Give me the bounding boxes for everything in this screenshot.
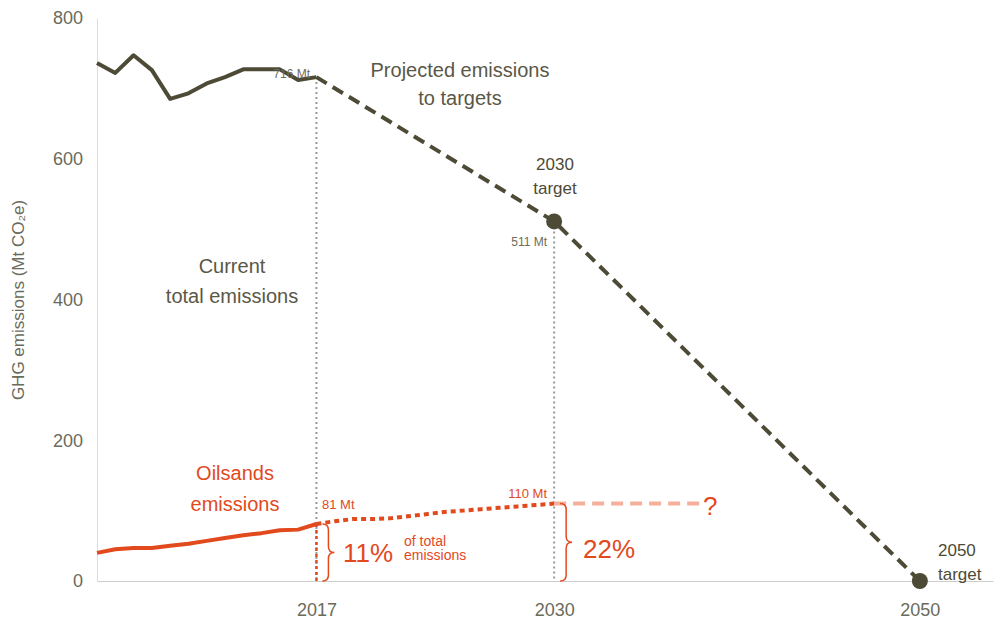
y-tick-label: 600 [53, 149, 83, 169]
x-axis-line [98, 581, 994, 582]
drop-line [553, 221, 555, 581]
brace [322, 524, 334, 581]
line-series [316, 77, 919, 581]
line-series [97, 55, 316, 99]
annotation: 22% [583, 534, 635, 564]
x-tick-label: 2050 [900, 600, 940, 620]
annotation: 2030 [536, 155, 574, 174]
target-marker [912, 573, 928, 589]
x-tick-label: 2017 [297, 600, 337, 620]
x-tick: 2030 [535, 581, 575, 620]
y-tick-label: 0 [73, 571, 83, 591]
annotation: target [533, 179, 577, 198]
annotation: Oilsands [196, 462, 274, 484]
y-axis-title: GHG emissions (Mt CO₂e) [9, 200, 28, 400]
x-tick-label: 2030 [535, 600, 575, 620]
annotation: Current [199, 255, 266, 277]
annotation: target [938, 565, 982, 584]
drop-line [315, 524, 318, 581]
plot-area [97, 55, 928, 589]
annotation: 2050 [938, 541, 976, 560]
y-tick: 800 [53, 8, 97, 28]
y-tick: 0 [73, 571, 97, 591]
annotation: total emissions [166, 285, 298, 307]
x-tick: 2017 [297, 581, 337, 620]
brace [560, 504, 572, 581]
drop-line [315, 77, 317, 581]
annotation: Projected emissions [371, 59, 550, 81]
y-axis: 0 200 400 600 800 [53, 8, 98, 591]
annotation: 110 Mt [508, 486, 547, 501]
annotation: emissions [404, 547, 466, 563]
y-tick: 400 [53, 290, 97, 310]
line-series [97, 524, 316, 553]
annotation: 716 Mt [273, 67, 310, 81]
annotation: 511 Mt [511, 235, 547, 249]
y-tick: 200 [53, 431, 97, 451]
x-axis: 2017 2030 2050 [98, 581, 994, 620]
annotation: 81 Mt [322, 497, 355, 512]
line-series [554, 502, 700, 506]
annotation: 11% [343, 538, 393, 568]
y-tick: 600 [53, 149, 97, 169]
y-tick-label: 400 [53, 290, 83, 310]
y-tick-label: 800 [53, 8, 83, 28]
annotation: emissions [191, 493, 280, 515]
chart: 0 200 400 600 800 2017 2030 2050 GHG emissions (… [0, 0, 1000, 639]
y-axis-line [97, 19, 98, 582]
annotation: to targets [418, 87, 501, 109]
y-tick-label: 200 [53, 431, 83, 451]
target-marker [546, 213, 562, 229]
annotation: ? [703, 491, 717, 521]
